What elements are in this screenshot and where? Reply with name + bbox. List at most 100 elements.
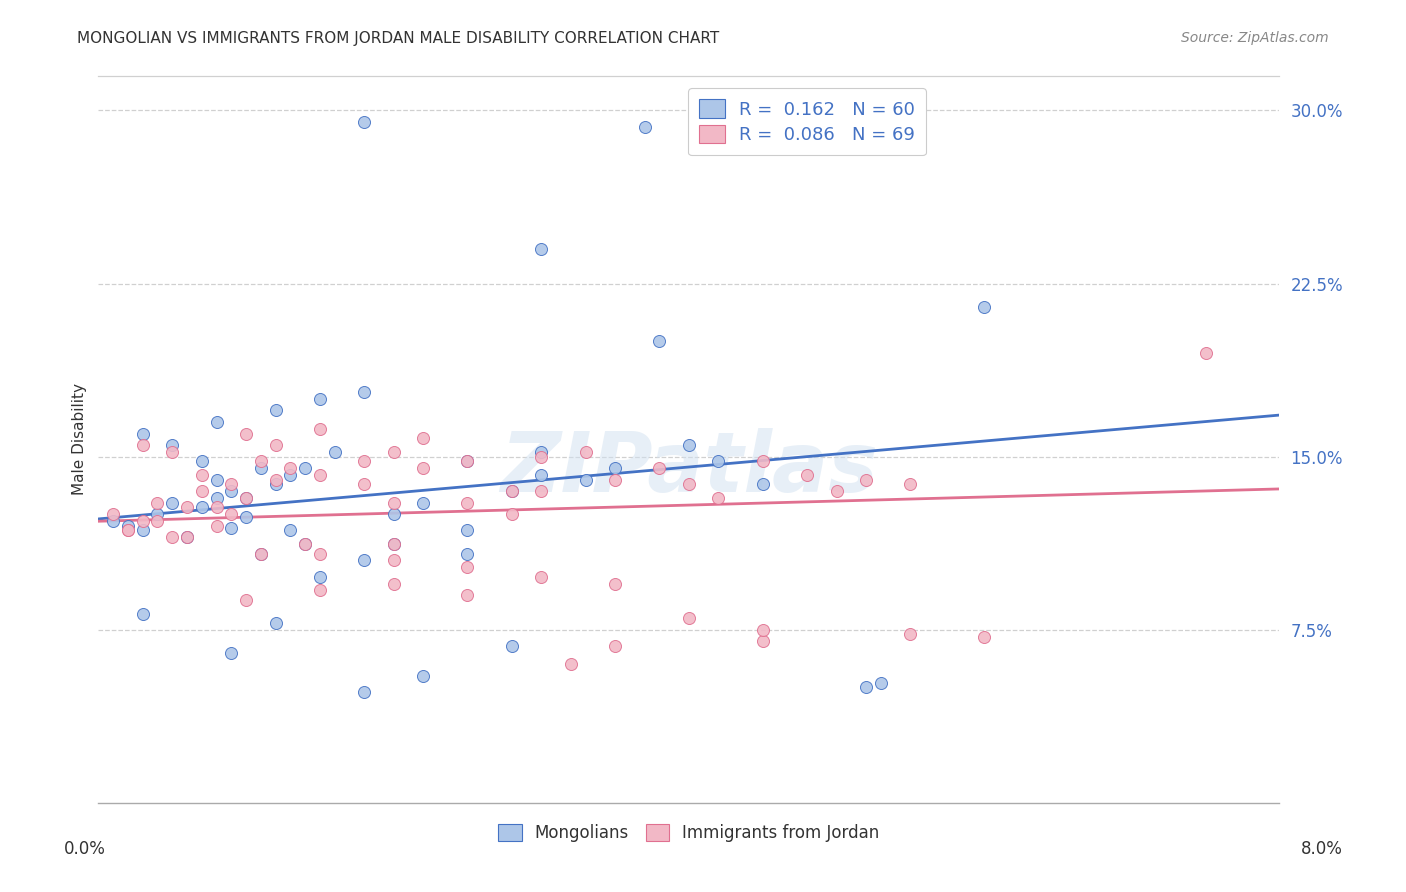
Point bbox=[412, 431, 434, 445]
Point bbox=[146, 496, 169, 510]
Point bbox=[280, 468, 302, 483]
Point bbox=[191, 500, 214, 515]
Y-axis label: Male Disability: Male Disability bbox=[72, 384, 87, 495]
Text: ZIPatlas: ZIPatlas bbox=[501, 428, 877, 509]
Point bbox=[162, 445, 183, 459]
Point bbox=[382, 537, 405, 551]
Point bbox=[707, 454, 730, 468]
Point bbox=[235, 491, 257, 505]
Point bbox=[530, 484, 553, 499]
Point bbox=[855, 473, 877, 487]
Point bbox=[575, 445, 598, 459]
Point bbox=[648, 461, 671, 475]
Point bbox=[530, 242, 553, 256]
Point bbox=[162, 496, 183, 510]
Text: MONGOLIAN VS IMMIGRANTS FROM JORDAN MALE DISABILITY CORRELATION CHART: MONGOLIAN VS IMMIGRANTS FROM JORDAN MALE… bbox=[77, 31, 720, 46]
Point bbox=[678, 477, 700, 491]
Point bbox=[457, 496, 479, 510]
Point bbox=[280, 524, 302, 538]
Legend: Mongolians, Immigrants from Jordan: Mongolians, Immigrants from Jordan bbox=[492, 817, 886, 849]
Point bbox=[146, 508, 169, 522]
Point bbox=[205, 519, 228, 533]
Text: Source: ZipAtlas.com: Source: ZipAtlas.com bbox=[1181, 31, 1329, 45]
Point bbox=[309, 392, 332, 406]
Point bbox=[205, 491, 228, 505]
Point bbox=[678, 611, 700, 625]
Point bbox=[132, 426, 155, 441]
Point bbox=[294, 537, 316, 551]
Point bbox=[353, 454, 375, 468]
Point bbox=[752, 477, 775, 491]
Point bbox=[855, 681, 877, 695]
Point bbox=[501, 484, 523, 499]
Point bbox=[264, 473, 287, 487]
Point bbox=[353, 477, 375, 491]
Point bbox=[294, 537, 316, 551]
Point bbox=[191, 484, 214, 499]
Point bbox=[973, 300, 995, 314]
Point bbox=[221, 508, 243, 522]
Point bbox=[294, 461, 316, 475]
Point bbox=[162, 530, 183, 544]
Point bbox=[264, 477, 287, 491]
Text: 0.0%: 0.0% bbox=[63, 840, 105, 858]
Point bbox=[501, 508, 523, 522]
Point bbox=[353, 384, 375, 399]
Point bbox=[973, 630, 995, 644]
Point bbox=[501, 484, 523, 499]
Point bbox=[309, 583, 332, 598]
Point bbox=[412, 669, 434, 683]
Point bbox=[560, 657, 582, 672]
Point bbox=[162, 438, 183, 452]
Point bbox=[132, 607, 155, 621]
Point bbox=[235, 509, 257, 524]
Point bbox=[1195, 345, 1218, 359]
Point bbox=[900, 627, 922, 641]
Point bbox=[264, 438, 287, 452]
Point bbox=[132, 438, 155, 452]
Point bbox=[132, 514, 155, 528]
Point bbox=[530, 445, 553, 459]
Point bbox=[250, 547, 273, 561]
Point bbox=[457, 454, 479, 468]
Point bbox=[264, 403, 287, 417]
Point bbox=[132, 524, 155, 538]
Point bbox=[412, 461, 434, 475]
Point bbox=[382, 508, 405, 522]
Point bbox=[530, 468, 553, 483]
Point bbox=[900, 477, 922, 491]
Point bbox=[605, 639, 627, 653]
Point bbox=[457, 588, 479, 602]
Point bbox=[309, 468, 332, 483]
Point bbox=[353, 685, 375, 699]
Point bbox=[309, 569, 332, 583]
Point bbox=[752, 454, 775, 468]
Point bbox=[457, 454, 479, 468]
Point bbox=[752, 623, 775, 637]
Point bbox=[634, 120, 657, 134]
Point bbox=[353, 553, 375, 567]
Point bbox=[605, 473, 627, 487]
Point bbox=[648, 334, 671, 349]
Point bbox=[323, 445, 346, 459]
Point bbox=[221, 477, 243, 491]
Point bbox=[176, 530, 198, 544]
Point bbox=[117, 524, 139, 538]
Point bbox=[382, 553, 405, 567]
Point bbox=[382, 576, 405, 591]
Point bbox=[221, 521, 243, 535]
Point bbox=[205, 473, 228, 487]
Point bbox=[235, 491, 257, 505]
Point bbox=[205, 415, 228, 429]
Point bbox=[117, 524, 139, 538]
Point bbox=[205, 500, 228, 515]
Point bbox=[191, 468, 214, 483]
Point bbox=[309, 422, 332, 436]
Point bbox=[530, 569, 553, 583]
Point bbox=[250, 461, 273, 475]
Point bbox=[280, 461, 302, 475]
Point bbox=[678, 438, 700, 452]
Point bbox=[870, 675, 893, 690]
Point bbox=[796, 468, 818, 483]
Point bbox=[176, 500, 198, 515]
